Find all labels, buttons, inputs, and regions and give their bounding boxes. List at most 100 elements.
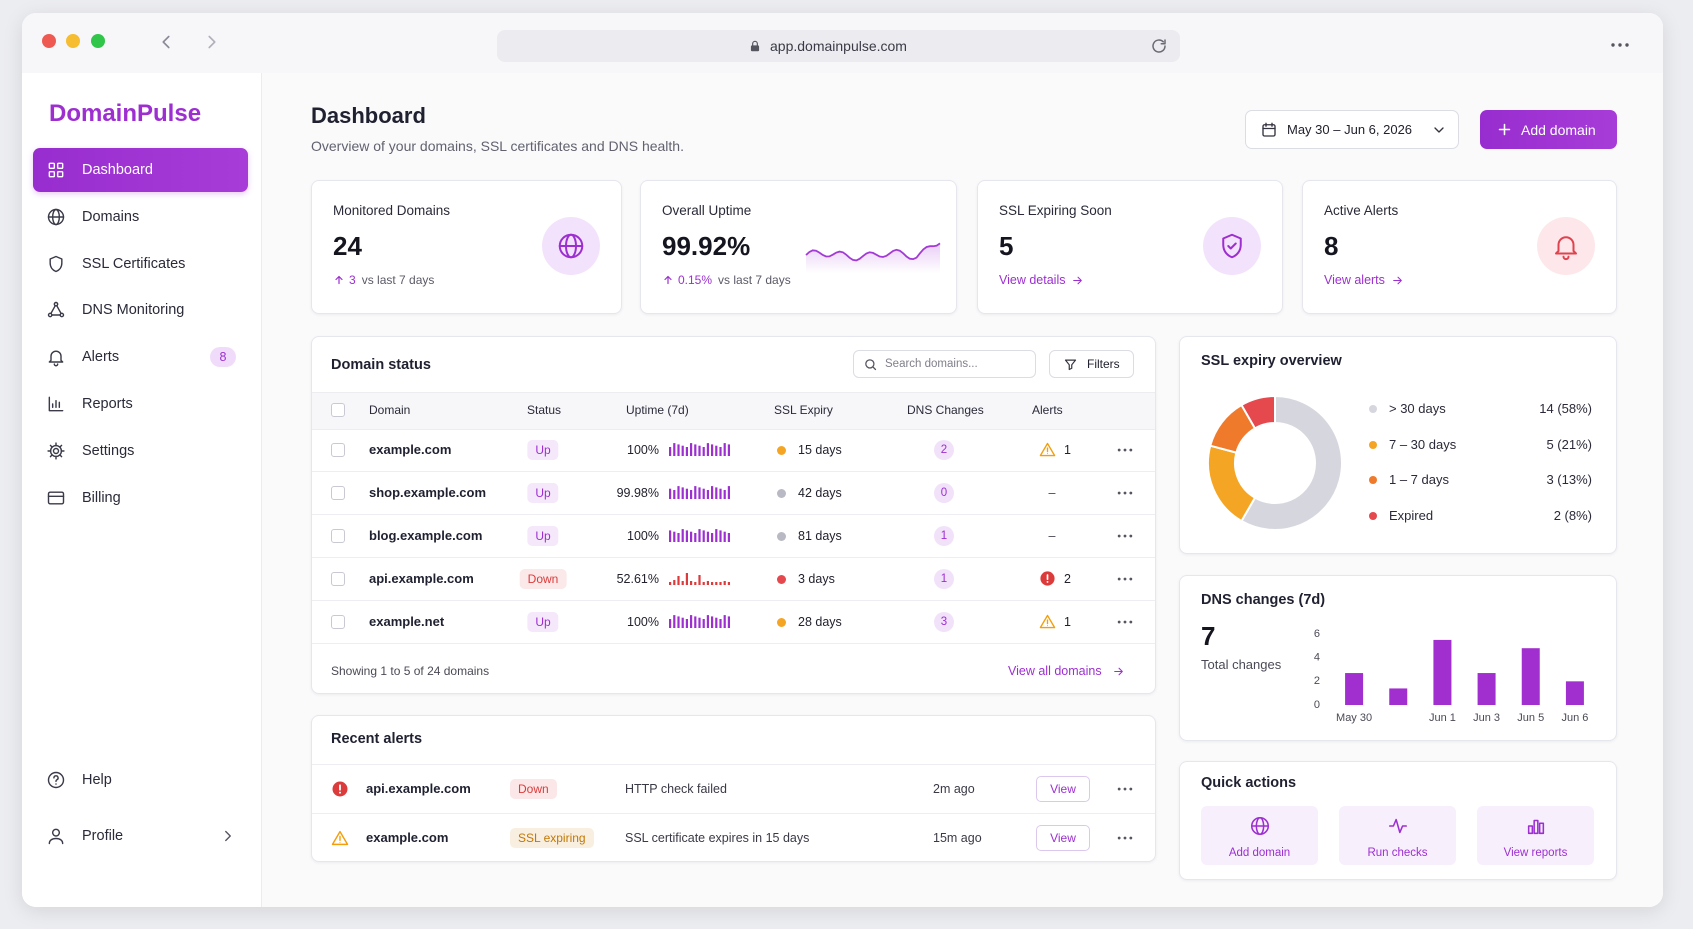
stat-value: 8: [1324, 231, 1339, 261]
row-checkbox[interactable]: [331, 486, 345, 500]
icon[interactable]: [155, 31, 177, 53]
uptime-bar: [719, 582, 722, 585]
icon-part: [1123, 836, 1127, 840]
row-checkbox[interactable]: [331, 615, 345, 629]
domain-name[interactable]: blog.example.com: [369, 528, 483, 543]
icon[interactable]: [1115, 526, 1135, 546]
uptime-bar: [694, 444, 697, 456]
uptime-bar: [723, 531, 726, 542]
stat-link[interactable]: View alerts: [1324, 270, 1404, 290]
icon-part: [1129, 787, 1133, 791]
icon-part: [1117, 620, 1121, 624]
icon[interactable]: [1150, 37, 1168, 55]
uptime-bar: [698, 529, 701, 542]
view-all-link[interactable]: View all domains: [1008, 661, 1125, 681]
icon[interactable]: [1115, 612, 1135, 632]
icon-part: [1129, 491, 1133, 495]
icon[interactable]: [1115, 828, 1135, 848]
stat-link[interactable]: View details: [999, 270, 1084, 290]
icon: [332, 781, 348, 797]
row-checkbox[interactable]: [331, 572, 345, 586]
bar: [1389, 688, 1408, 705]
nav-item[interactable]: Help: [33, 758, 248, 802]
view-button[interactable]: View: [1036, 825, 1090, 851]
ssl-expiry-panel: SSL expiry overview > 30 days 14 (58%) 7 –…: [1179, 336, 1617, 554]
url-bar[interactable]: [497, 30, 1180, 62]
ssl-dot: [777, 488, 786, 498]
filters-button[interactable]: Filters: [1049, 350, 1134, 378]
domain-name[interactable]: shop.example.com: [369, 485, 487, 500]
nav-item[interactable]: Domains: [33, 195, 248, 239]
alert-tag: SSL expiring: [510, 828, 594, 848]
uptime-bar: [711, 444, 714, 456]
close-light[interactable]: [42, 34, 56, 48]
ssl-expiry: 15 days: [798, 443, 842, 457]
nav-item[interactable]: Profile: [33, 814, 248, 858]
nav-item[interactable]: Alerts 8: [33, 335, 248, 379]
view-button[interactable]: View: [1036, 776, 1090, 802]
legend-value: 2 (8%): [1553, 508, 1592, 524]
quick-action[interactable]: Run checks: [1339, 806, 1456, 865]
nav-item[interactable]: SSL Certificates: [33, 242, 248, 286]
icon[interactable]: [1115, 779, 1135, 799]
icon: [331, 830, 349, 846]
uptime-bar: [715, 487, 718, 499]
legend-label: Expired: [1389, 508, 1434, 524]
quick-action[interactable]: Add domain: [1201, 806, 1318, 865]
icon-part: [1533, 819, 1539, 835]
icon-part: [1123, 534, 1127, 538]
row-checkbox[interactable]: [331, 443, 345, 457]
nav-item[interactable]: Reports: [33, 382, 248, 426]
quick-action[interactable]: View reports: [1477, 806, 1594, 865]
uptime-value: 52.61%: [616, 572, 659, 586]
nav-item[interactable]: Settings: [33, 429, 248, 473]
stat-icon: [1203, 217, 1261, 275]
search-input[interactable]: Search domains...: [853, 350, 1036, 378]
stat-change: 3 vs last 7 days: [333, 270, 434, 290]
logo[interactable]: DomainPulse: [49, 100, 202, 127]
alert-domain[interactable]: api.example.com: [366, 781, 471, 796]
uptime-value: 100%: [627, 443, 659, 457]
domain-name[interactable]: example.net: [369, 614, 445, 629]
domain-name[interactable]: example.com: [369, 442, 452, 457]
uptime-bar: [727, 616, 730, 628]
minimize-light[interactable]: [66, 34, 80, 48]
zoom-light[interactable]: [91, 34, 105, 48]
icon: [1555, 236, 1577, 261]
uptime-bar: [702, 582, 705, 585]
nav-label: Domains: [82, 208, 140, 225]
icon-part: [48, 350, 64, 363]
icon[interactable]: [201, 31, 223, 53]
domain-name[interactable]: api.example.com: [369, 571, 474, 586]
uptime-bar: [727, 486, 730, 499]
header-checkbox[interactable]: [331, 403, 345, 417]
nav-item[interactable]: DNS Monitoring: [33, 288, 248, 332]
x-tick-label: Jun 3: [1473, 712, 1500, 724]
nav-item[interactable]: Billing: [33, 476, 248, 520]
alert-domain[interactable]: example.com: [366, 830, 449, 845]
y-tick-label: 0: [1314, 699, 1320, 711]
legend-label: > 30 days: [1389, 401, 1446, 416]
row-checkbox[interactable]: [331, 529, 345, 543]
icon-part: [1611, 43, 1615, 47]
uptime-bar: [723, 581, 726, 585]
icon[interactable]: [1115, 483, 1135, 503]
x-tick-label: Jun 5: [1517, 712, 1544, 724]
icon[interactable]: [1115, 440, 1135, 460]
change-note: vs last 7 days: [718, 273, 791, 287]
icon[interactable]: [1115, 569, 1135, 589]
uptime-bar: [723, 490, 726, 499]
nav-item[interactable]: Dashboard: [33, 148, 248, 192]
uptime-bars: [669, 529, 730, 542]
alert-count: –: [1048, 529, 1056, 543]
icon-part: [1117, 836, 1121, 840]
icon-part: [51, 399, 61, 409]
add-domain-button[interactable]: Add domain: [1480, 110, 1617, 149]
icon: [1250, 816, 1270, 836]
row-divider: [312, 600, 1155, 601]
date-range-button[interactable]: May 30 – Jun 6, 2026: [1245, 110, 1459, 149]
icon-part: [1388, 818, 1408, 834]
ssl-expiry: 28 days: [798, 615, 842, 629]
icon[interactable]: [1608, 33, 1632, 57]
